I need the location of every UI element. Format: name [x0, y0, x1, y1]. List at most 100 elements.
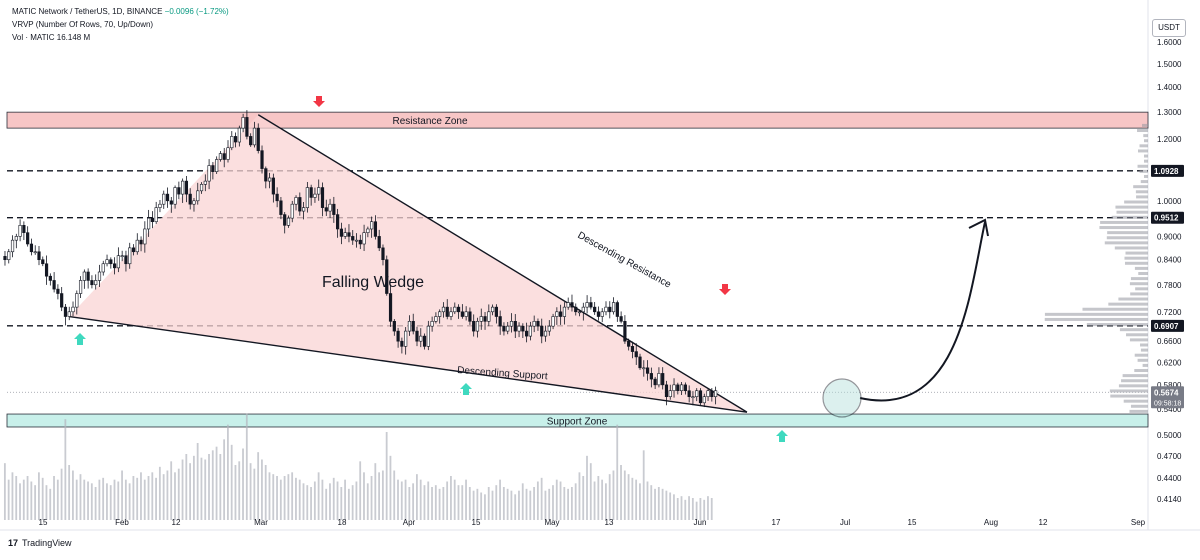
- candle-body: [256, 127, 260, 151]
- candle: [464, 306, 468, 321]
- candle-body: [3, 256, 7, 261]
- candle-body: [271, 177, 275, 195]
- candle-body: [664, 384, 669, 398]
- volume-profile-bar: [1137, 358, 1148, 362]
- volume-bar: [283, 476, 286, 520]
- candle: [7, 248, 11, 264]
- candle: [430, 316, 434, 332]
- volume-bar: [608, 474, 611, 520]
- volume-bar: [642, 450, 645, 520]
- candle-body: [509, 321, 514, 327]
- volume-bar: [567, 488, 569, 520]
- candle-body: [706, 390, 710, 398]
- candle-body: [7, 251, 11, 261]
- candle-body: [373, 221, 378, 237]
- y-tick-label: 0.4140: [1157, 495, 1182, 504]
- currency-button[interactable]: USDT: [1152, 19, 1186, 37]
- candle: [332, 196, 336, 223]
- candle: [642, 360, 646, 377]
- volume-bar: [487, 487, 490, 520]
- volume-bar: [472, 490, 475, 520]
- volume-bar: [211, 450, 214, 520]
- candle: [555, 307, 559, 325]
- candle-body: [362, 232, 366, 245]
- candle-body: [611, 302, 616, 313]
- volume-bar: [68, 465, 71, 520]
- y-tick-label: 0.6600: [1157, 337, 1182, 346]
- candle: [366, 226, 370, 238]
- price-label-text: 0.5674: [1154, 388, 1179, 397]
- candle: [358, 234, 362, 250]
- candle-body: [600, 311, 604, 317]
- candle-body: [494, 306, 498, 317]
- candle-body: [638, 356, 642, 369]
- candle: [683, 382, 687, 395]
- volume-bar: [19, 483, 21, 520]
- candle: [33, 245, 37, 255]
- candle-body: [237, 127, 241, 143]
- candle: [177, 181, 181, 200]
- candle: [143, 221, 147, 253]
- candle: [411, 313, 415, 335]
- candle-body: [490, 306, 495, 313]
- volume-bar: [684, 499, 687, 520]
- candle: [695, 388, 699, 402]
- candle: [638, 353, 642, 370]
- volume-bar: [7, 479, 10, 520]
- candle: [135, 233, 139, 255]
- volume-bar: [480, 492, 483, 520]
- volume-profile-bar: [1130, 292, 1148, 296]
- candle: [173, 185, 177, 209]
- volume-label[interactable]: Vol · MATIC 16.148 M: [12, 33, 91, 42]
- candle: [336, 208, 340, 238]
- candle: [241, 113, 245, 133]
- volume-bar: [646, 481, 649, 520]
- x-tick-label: 15: [472, 518, 481, 527]
- volume-bar: [79, 474, 82, 520]
- candle: [525, 322, 529, 343]
- candle-body: [525, 330, 529, 337]
- volume-profile-bar: [1082, 307, 1148, 311]
- candle: [407, 315, 412, 336]
- candle: [105, 254, 109, 267]
- resistance-zone-label: Resistance Zone: [392, 116, 467, 127]
- y-tick-label: 0.8400: [1157, 256, 1182, 265]
- volume-bar: [710, 498, 713, 520]
- candle-body: [218, 153, 223, 160]
- candle-body: [309, 187, 313, 198]
- candle-body: [547, 325, 551, 332]
- volume-bar: [268, 472, 271, 520]
- candle-body: [422, 335, 427, 347]
- candle: [116, 247, 120, 273]
- volume-bar: [242, 448, 244, 520]
- volume-profile-bar: [1140, 180, 1148, 184]
- volume-bar: [64, 419, 67, 520]
- volume-profile-bar: [1124, 261, 1148, 265]
- volume-bar: [397, 479, 399, 520]
- candle-body: [192, 200, 196, 205]
- volume-profile-bar: [1044, 312, 1148, 316]
- candle: [181, 178, 185, 203]
- volume-bar: [423, 485, 426, 520]
- indicator-label[interactable]: VRVP (Number Of Rows, 70, Up/Down): [12, 20, 154, 29]
- candle: [3, 251, 7, 266]
- support-zone-label: Support Zone: [547, 417, 608, 428]
- candle: [290, 200, 294, 223]
- candle: [714, 386, 718, 405]
- candle: [415, 326, 419, 347]
- candle: [494, 304, 498, 324]
- candle-body: [18, 225, 22, 237]
- volume-bar: [351, 485, 354, 520]
- candle-body: [683, 384, 687, 392]
- candle: [188, 188, 192, 210]
- candle-body: [354, 239, 359, 242]
- candle-body: [615, 302, 619, 317]
- candle-body: [29, 243, 34, 253]
- candle: [78, 276, 83, 298]
- candle-body: [109, 259, 113, 265]
- volume-bar: [404, 479, 407, 520]
- candle: [623, 315, 627, 344]
- candle-body: [415, 330, 419, 342]
